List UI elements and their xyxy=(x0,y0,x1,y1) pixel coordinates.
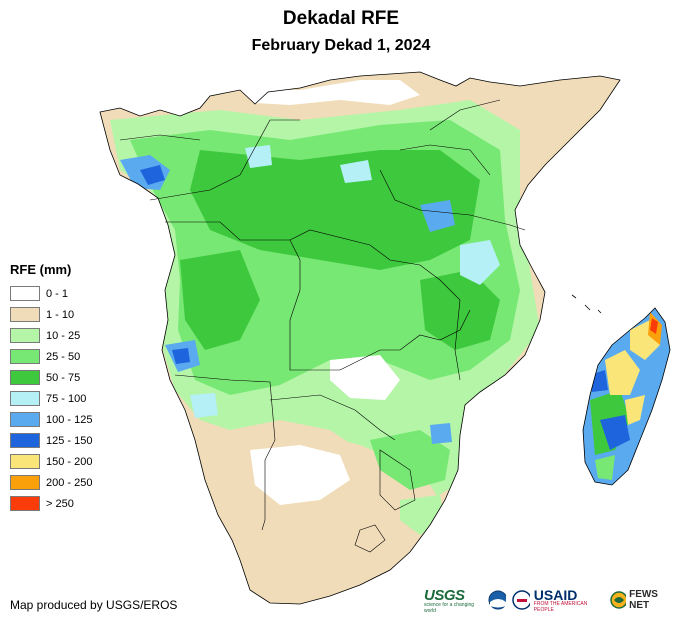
legend-swatch xyxy=(10,307,40,322)
legend-label: 1 - 10 xyxy=(46,308,75,321)
legend-item: 100 - 125 xyxy=(10,409,130,430)
legend-item: 10 - 25 xyxy=(10,325,130,346)
usaid-logo: USAID FROM THE AMERICAN PEOPLE xyxy=(534,587,602,613)
legend-swatch xyxy=(10,433,40,448)
noaa-emblem-icon xyxy=(488,590,506,610)
credit-text: Map produced by USGS/EROS xyxy=(10,598,178,612)
legend-item: 1 - 10 xyxy=(10,304,130,325)
map-subtitle: February Dekad 1, 2024 xyxy=(251,37,431,54)
legend-label: 10 - 25 xyxy=(46,329,81,342)
fews-net-globe-icon xyxy=(610,591,627,609)
usaid-logo-text: USAID xyxy=(533,587,578,603)
legend-swatch xyxy=(10,286,40,301)
usgs-tagline: science for a changing world xyxy=(424,601,475,614)
islands xyxy=(571,294,602,314)
legend-swatch xyxy=(10,475,40,490)
legend-item: 25 - 50 xyxy=(10,346,130,367)
legend-swatch xyxy=(10,328,40,343)
legend-item: > 250 xyxy=(10,493,130,514)
legend-label: 50 - 75 xyxy=(46,371,81,384)
usaid-seal-icon xyxy=(511,590,530,610)
legend-item: 125 - 150 xyxy=(10,430,130,451)
legend-label: 0 - 1 xyxy=(46,287,69,300)
legend-swatch xyxy=(10,370,40,385)
fews-net-logo-text: FEWS NET xyxy=(629,589,658,611)
country-borders xyxy=(119,99,526,553)
legend-item: 50 - 75 xyxy=(10,367,130,388)
legend-item: 150 - 200 xyxy=(10,451,130,472)
africa-landmass xyxy=(100,72,620,604)
legend-label: 150 - 200 xyxy=(46,455,93,468)
legend-swatch xyxy=(10,454,40,469)
legend-label: > 250 xyxy=(46,497,74,510)
legend-label: 100 - 125 xyxy=(46,413,93,426)
legend-item: 0 - 1 xyxy=(10,283,130,304)
legend-swatch xyxy=(10,349,40,364)
legend-label: 125 - 150 xyxy=(46,434,93,447)
usgs-logo: USGS science for a changing world xyxy=(424,587,482,614)
legend-label: 200 - 250 xyxy=(46,476,93,489)
legend-label: 75 - 100 xyxy=(46,392,87,405)
legend-swatch xyxy=(10,412,40,427)
usgs-logo-text: USGS xyxy=(424,586,465,604)
map-title: Dekadal RFE xyxy=(282,8,400,29)
usaid-tagline: FROM THE AMERICAN PEOPLE xyxy=(533,601,588,613)
legend: RFE (mm) 0 - 1 1 - 10 10 - 25 25 - 50 50 - 7… xyxy=(10,262,130,514)
legend-swatch xyxy=(10,496,40,511)
legend-item: 200 - 250 xyxy=(10,472,130,493)
legend-item: 75 - 100 xyxy=(10,388,130,409)
logo-strip: USGS science for a changing world USAID … xyxy=(424,585,676,615)
legend-title: RFE (mm) xyxy=(10,262,72,277)
legend-swatch xyxy=(10,391,40,406)
legend-label: 25 - 50 xyxy=(46,350,81,363)
